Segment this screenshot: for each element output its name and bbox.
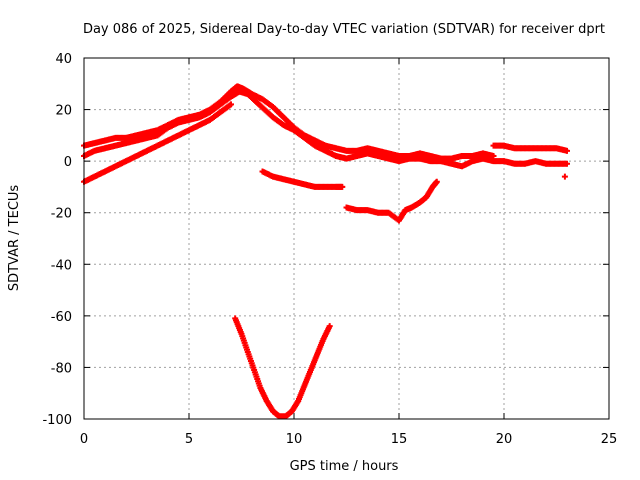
- series-arc-5: [343, 178, 440, 224]
- y-tick-label: 40: [55, 52, 72, 67]
- x-axis-label: GPS time / hours: [290, 459, 399, 474]
- grid-layer: [84, 58, 609, 419]
- data-point: [228, 101, 234, 108]
- plot-frame: [83, 57, 610, 420]
- x-tick-label: 5: [185, 432, 193, 447]
- data-point: [433, 178, 440, 185]
- y-tick-label: -60: [51, 310, 72, 325]
- x-tick-label: 20: [496, 432, 513, 447]
- chart-title: Day 086 of 2025, Sidereal Day-to-day VTE…: [83, 22, 605, 37]
- y-tick-label: -80: [51, 361, 72, 376]
- series-arc-8: [561, 173, 568, 180]
- y-tick-label: -20: [51, 207, 72, 222]
- x-tick-label: 0: [80, 432, 88, 447]
- series-arc-2: [81, 83, 497, 162]
- data-point: [326, 323, 333, 330]
- y-tick-label: -100: [42, 413, 72, 428]
- data-layer: [81, 83, 570, 420]
- series-arc-6: [490, 142, 570, 154]
- data-point: [564, 160, 570, 167]
- x-tick-label: 25: [601, 432, 618, 447]
- y-tick-label: 0: [64, 155, 72, 170]
- series-arc-3: [81, 101, 234, 185]
- data-point: [490, 152, 497, 159]
- series-arc-7: [232, 315, 333, 420]
- data-point: [564, 147, 570, 154]
- series-arc-4: [259, 168, 346, 190]
- x-tick-label: 10: [286, 432, 303, 447]
- y-tick-label: 20: [55, 104, 72, 119]
- data-point: [561, 173, 568, 180]
- x-tick-label: 15: [391, 432, 408, 447]
- y-tick-label: -40: [51, 258, 72, 273]
- data-point: [339, 183, 346, 190]
- ticks-layer: 0 5 10 15 20 25 40 20 0 -20 -40 -60 -80 -100: [42, 52, 617, 447]
- y-axis-label: SDTVAR / TECUs: [7, 185, 22, 292]
